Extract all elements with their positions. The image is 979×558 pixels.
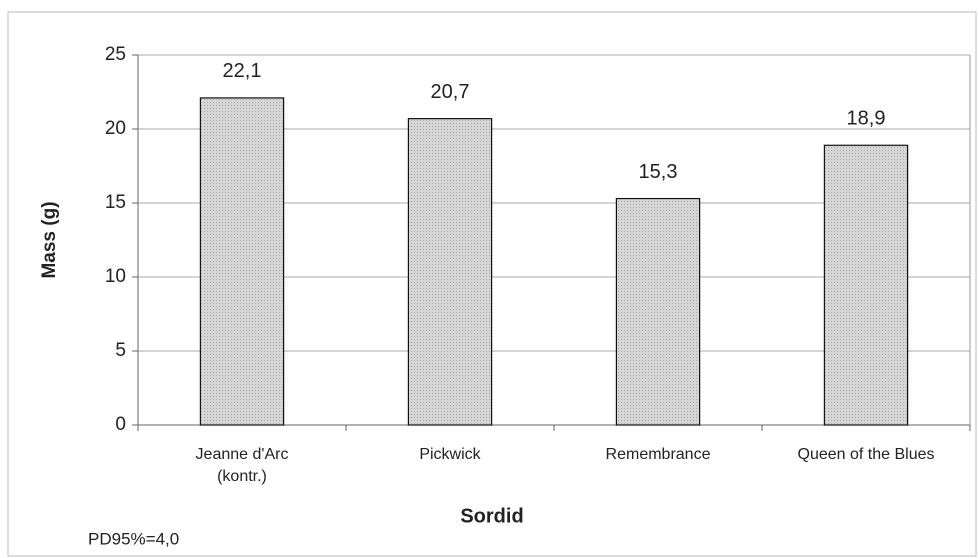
y-tick-label: 15 xyxy=(105,192,126,213)
annotation: PD95%=4,0 xyxy=(88,529,179,548)
y-tick-label: 20 xyxy=(105,118,126,139)
bar xyxy=(615,197,701,426)
bar xyxy=(823,144,909,426)
y-tick-label: 5 xyxy=(115,340,126,361)
x-tick-label: Remembrance xyxy=(606,446,711,463)
x-tick-label: Pickwick xyxy=(419,446,481,463)
y-tick-label: 10 xyxy=(105,266,126,287)
x-axis-title: Sordid xyxy=(460,505,523,527)
x-tick-label: Jeanne d'Arc (kontr.) xyxy=(196,446,289,485)
bar xyxy=(407,118,493,426)
bar xyxy=(199,97,285,426)
y-tick-label: 0 xyxy=(115,414,126,435)
y-axis-title: Mass (g) xyxy=(39,201,60,278)
x-tick-label: Queen of the Blues xyxy=(798,446,935,463)
value-label: 20,7 xyxy=(431,81,470,103)
value-label: 18,9 xyxy=(847,108,886,130)
value-label: 22,1 xyxy=(223,60,262,82)
y-tick-label: 25 xyxy=(105,44,126,65)
value-label: 15,3 xyxy=(639,161,678,183)
